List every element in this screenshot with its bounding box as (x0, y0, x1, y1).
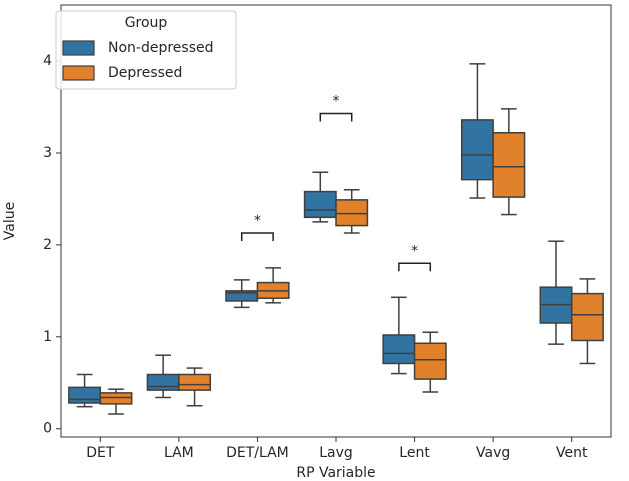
box (570, 292, 604, 342)
box (146, 373, 180, 391)
box (460, 119, 494, 181)
x-tick-label: DET/LAM (226, 445, 289, 461)
box (178, 373, 212, 391)
box (492, 132, 526, 198)
legend-box (55, 10, 237, 90)
legend-swatch (62, 40, 95, 56)
legend-swatch (62, 65, 95, 81)
significance-bracket (240, 232, 274, 241)
significance-bracket (398, 262, 432, 272)
box (382, 334, 416, 365)
significance-label: * (254, 213, 261, 229)
x-tick-label: Vent (556, 445, 588, 461)
legend-title: Group (125, 15, 168, 31)
y-tick-label: 3 (43, 145, 52, 161)
x-tick-label: Lavg (319, 445, 353, 461)
y-tick-label: 1 (43, 329, 52, 345)
box (413, 342, 447, 380)
x-tick-label: Vavg (476, 445, 510, 461)
significance-label: * (333, 93, 340, 109)
box (335, 199, 369, 227)
y-tick-label: 0 (43, 421, 52, 437)
x-axis-label: RP Variable (296, 465, 375, 481)
y-tick-label: 2 (43, 237, 52, 253)
legend-label: Non-depressed (108, 40, 214, 56)
box (68, 386, 102, 404)
significance-bracket (319, 112, 353, 122)
x-tick-label: LAM (164, 445, 194, 461)
y-axis-label: Value (2, 202, 18, 240)
significance-label: * (411, 243, 418, 259)
box (303, 190, 337, 219)
x-tick-label: Lent (399, 445, 430, 461)
box (99, 392, 133, 405)
x-tick-label: DET (86, 445, 115, 461)
y-tick-label: 4 (43, 53, 52, 69)
legend-label: Depressed (108, 65, 182, 81)
